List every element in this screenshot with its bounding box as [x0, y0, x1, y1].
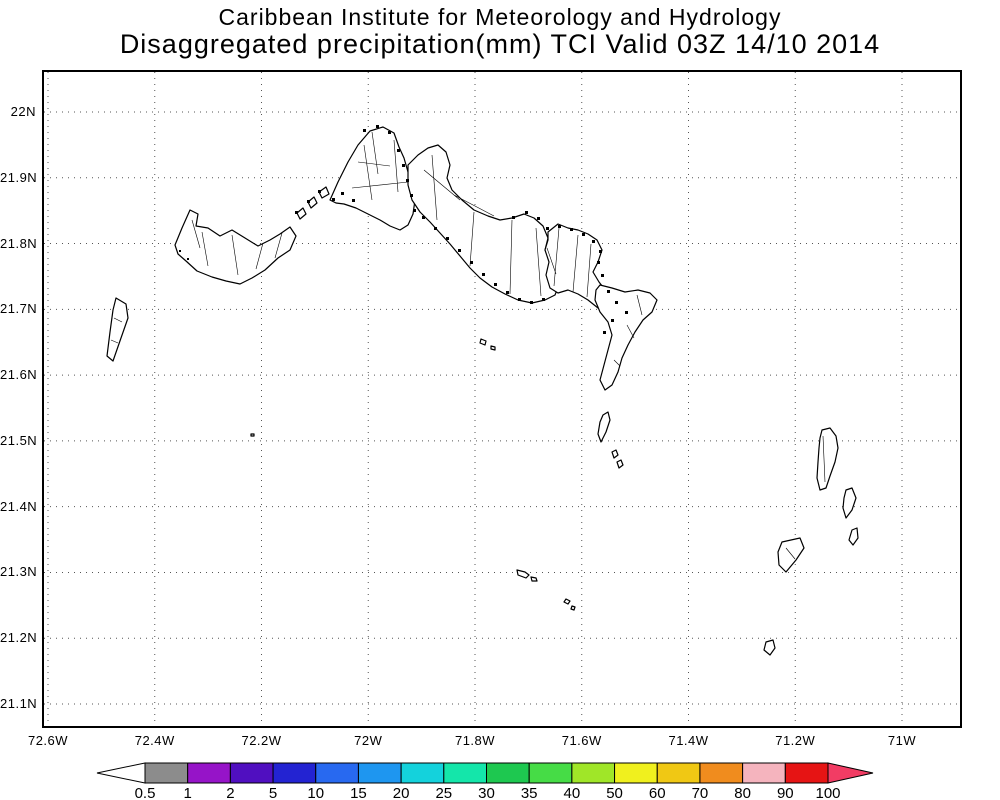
colorbar-segment — [656, 762, 701, 784]
y-axis-label: 21.6N — [0, 367, 38, 383]
colorbar-segment — [187, 762, 231, 784]
colorbar-arrow-right — [827, 762, 874, 784]
plot-frame — [42, 70, 962, 728]
colorbar-segment — [571, 762, 616, 784]
x-axis-label: 71.4W — [668, 733, 709, 748]
colorbar-label: 10 — [307, 785, 324, 800]
colorbar-segment — [144, 762, 189, 784]
coastline-providenciales — [174, 209, 297, 285]
colorbar-label: 2 — [226, 785, 234, 800]
y-axis-label: 21.1N — [0, 696, 38, 712]
coastline-grand-turk — [816, 427, 839, 491]
colorbar-label: 15 — [350, 785, 367, 800]
colorbar-label: 50 — [606, 785, 623, 800]
colorbar-segment — [400, 762, 445, 784]
colorbar-arrow-left — [96, 762, 146, 784]
coastline-middle-caicos — [407, 144, 561, 304]
y-axis-label: 21.5N — [0, 432, 38, 448]
colorbar-label: 100 — [815, 785, 840, 800]
x-axis-label: 71.2W — [775, 733, 816, 748]
coastline-salt-cay — [777, 537, 805, 573]
colorbar: 0.5 1 2 5 10 15 20 25 30 35 40 50 60 70 80 90 100 — [96, 762, 874, 800]
graticule-gridlines — [44, 72, 960, 726]
x-axis-label: 71W — [887, 733, 917, 748]
colorbar-segment — [784, 762, 829, 784]
map-plot — [42, 70, 962, 728]
coastline-outlines — [106, 126, 859, 656]
colorbar-label: 60 — [649, 785, 666, 800]
colorbar-label: 30 — [478, 785, 495, 800]
x-axis-label: 72.6W — [27, 733, 69, 748]
colorbar-label: 25 — [435, 785, 452, 800]
coastline-lower-cay — [763, 639, 776, 656]
y-axis-label: 21.2N — [0, 630, 38, 646]
coastline-north-caicos — [329, 126, 416, 231]
colorbar-label: 20 — [393, 785, 410, 800]
coastline-west-caicos — [106, 297, 129, 362]
colorbar-segment — [272, 762, 317, 784]
colorbar-segment — [614, 762, 658, 784]
y-axis-label: 22N — [10, 104, 36, 119]
y-axis-label: 21.9N — [0, 169, 38, 185]
coastal-speckles — [179, 125, 628, 334]
colorbar-segment — [443, 762, 487, 784]
x-axis-label: 71.8W — [454, 733, 496, 748]
x-axis-label: 71.6W — [561, 733, 602, 748]
colorbar-label: 40 — [564, 785, 581, 800]
colorbar-segment — [315, 762, 359, 784]
colorbar-segment — [229, 762, 274, 784]
colorbar-segment — [528, 762, 573, 784]
x-axis-labels: 72.6W 72.4W 72.2W 72W 71.8W 71.6W 71.4W 71.2W 71… — [28, 733, 962, 753]
colorbar-label: 90 — [777, 785, 794, 800]
y-axis-labels: 22N 21.9N 21.8N 21.7N 21.6N 21.5N 21.4N 21.3N 21… — [0, 70, 38, 728]
coastline-long-cay — [597, 411, 624, 469]
y-axis-label: 21.3N — [0, 564, 38, 580]
figure-subtitle: Disaggregated precipitation(mm) TCI Vali… — [119, 29, 881, 59]
interior-boundaries — [110, 131, 826, 560]
coastline-south-caicos-chain — [594, 284, 658, 391]
colorbar-segment — [486, 762, 530, 784]
coastline-east-cays — [842, 487, 859, 546]
colorbar-label: 0.5 — [135, 785, 156, 800]
colorbar-label: 35 — [521, 785, 538, 800]
colorbar-label: 70 — [692, 785, 709, 800]
colorbar-label: 5 — [269, 785, 277, 800]
x-axis-label: 72.2W — [241, 733, 282, 748]
x-axis-label: 72.4W — [134, 733, 175, 748]
coastline-cays-chain — [296, 186, 330, 220]
y-axis-label: 21.8N — [0, 235, 38, 251]
figure-title: Caribbean Institute for Meteorology and … — [218, 4, 782, 30]
colorbar-label: 80 — [734, 785, 751, 800]
coastline-small-rocks — [250, 338, 576, 611]
colorbar-segment — [699, 762, 744, 784]
y-axis-label: 21.7N — [0, 301, 38, 317]
colorbar-segment — [742, 762, 786, 784]
y-axis-label: 21.4N — [0, 498, 38, 514]
colorbar-label: 1 — [184, 785, 192, 800]
x-axis-label: 72W — [354, 733, 383, 748]
colorbar-segment — [357, 762, 402, 784]
